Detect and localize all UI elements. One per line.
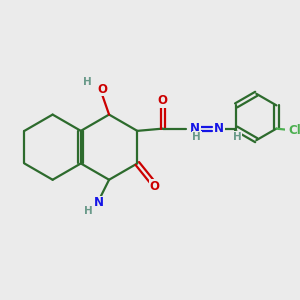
Text: H: H — [84, 206, 93, 217]
Text: O: O — [97, 82, 107, 96]
Text: O: O — [158, 94, 168, 107]
Text: N: N — [214, 122, 224, 134]
Text: O: O — [150, 180, 160, 193]
Text: H: H — [233, 131, 242, 142]
Text: H: H — [83, 77, 92, 87]
Text: N: N — [94, 196, 104, 209]
Text: N: N — [190, 122, 200, 134]
Text: Cl: Cl — [289, 124, 300, 137]
Text: H: H — [192, 131, 201, 142]
